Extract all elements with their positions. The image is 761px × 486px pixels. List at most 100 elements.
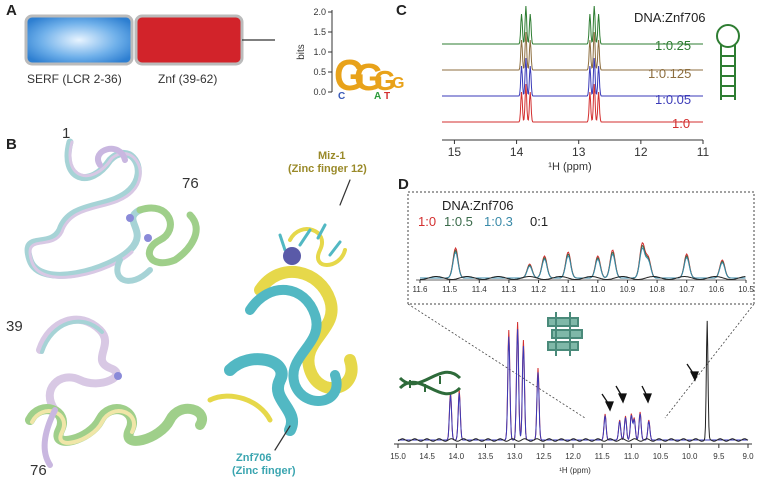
inset-tick-label: 10.6 bbox=[709, 285, 725, 294]
d-inset-ratio: 1:0.5 bbox=[444, 214, 473, 229]
c-series-line bbox=[442, 57, 703, 97]
inset-tick-label: 11.2 bbox=[531, 285, 547, 294]
logo-ytick: 1.0 bbox=[313, 47, 326, 57]
znf706-label: Znf706 bbox=[236, 452, 272, 464]
logo-letter: G bbox=[374, 65, 396, 96]
main-tick-label: 15.0 bbox=[390, 452, 406, 461]
double-helix-dna-icon bbox=[398, 370, 462, 396]
c-series-line bbox=[442, 31, 703, 71]
nmr-chart-c: 15 14 13 12 11 ¹H (ppm) bbox=[442, 5, 740, 173]
main-tick-label: 13.5 bbox=[478, 452, 494, 461]
panel-c-label: C bbox=[396, 2, 407, 19]
main-tick-label: 9.5 bbox=[713, 452, 725, 461]
inset-series-line bbox=[420, 276, 746, 280]
miz1-label: Miz-1 bbox=[318, 150, 346, 162]
d-inset-ratio: 0:1 bbox=[530, 214, 549, 229]
logo-letter: G bbox=[392, 75, 404, 92]
d-xlabel: ¹H (ppm) bbox=[559, 466, 591, 475]
d-inset-ratio: 1:0.3 bbox=[484, 214, 513, 229]
c-tick-label: 11 bbox=[697, 145, 710, 159]
main-tick-label: 11.5 bbox=[595, 452, 611, 461]
main-tick-label: 9.0 bbox=[742, 452, 754, 461]
main-tick-label: 10.5 bbox=[653, 452, 669, 461]
inset-tick-label: 11.1 bbox=[561, 285, 577, 294]
sequence-logo: 2.0 1.5 1.0 0.5 0.0 bits G G G G A T C bbox=[296, 7, 404, 102]
panel-b-label: B bbox=[6, 136, 17, 153]
inset-tick-label: 11.3 bbox=[501, 285, 517, 294]
main-tick-label: 14.5 bbox=[419, 452, 435, 461]
c-series-line bbox=[442, 83, 703, 123]
d-inset-title: DNA:Znf706 bbox=[442, 198, 514, 213]
c-ratio-label: 1:0.125 bbox=[648, 66, 692, 81]
main-ticks: 15.0 14.5 14.0 13.5 13.0 12.5 12.0 11.5 11.0 10.5… bbox=[390, 444, 754, 461]
nmr-chart-d: 11.6 11.5 11.4 11.3 11.2 11.1 11.0 10.9 10.8 10.7… bbox=[390, 191, 755, 475]
inset-tick-label: 11.6 bbox=[413, 285, 429, 294]
c-xlabel: ¹H (ppm) bbox=[548, 161, 591, 173]
main-tick-label: 11.0 bbox=[624, 452, 640, 461]
c-ratio-label: 1:0.05 bbox=[655, 92, 692, 107]
c-ratio-label: 1:0.25 bbox=[655, 38, 692, 53]
inset-spectra bbox=[420, 242, 746, 280]
logo-ytick: 0.5 bbox=[313, 67, 326, 77]
inset-tick-label: 10.8 bbox=[649, 285, 665, 294]
main-tick-label: 14.0 bbox=[449, 452, 465, 461]
main-series-line bbox=[398, 321, 748, 441]
main-spectra bbox=[397, 320, 749, 442]
domain-diagram bbox=[24, 14, 275, 66]
znf706-sub-label: (Zinc finger) bbox=[232, 465, 296, 477]
d-inset-ratio: 1:0 bbox=[418, 214, 437, 229]
c-tick-label: 13 bbox=[572, 145, 586, 159]
serf-domain-box bbox=[24, 14, 134, 66]
main-tick-label: 12.5 bbox=[536, 452, 552, 461]
svg-text:C: C bbox=[338, 91, 345, 102]
main-tick-label: 13.0 bbox=[507, 452, 523, 461]
inset-tick-label: 11.0 bbox=[590, 285, 606, 294]
logo-ytick: 0.0 bbox=[313, 87, 326, 97]
inset-tick-label: 11.5 bbox=[442, 285, 458, 294]
residue-label: 39 bbox=[6, 318, 23, 335]
inset-series-line bbox=[420, 247, 746, 279]
protein-structures bbox=[24, 138, 358, 468]
residue-label: 76 bbox=[30, 462, 47, 479]
inset-box bbox=[407, 191, 755, 305]
c-title: DNA:Znf706 bbox=[634, 10, 706, 25]
structure-top bbox=[24, 138, 200, 284]
inset-series-line bbox=[420, 244, 746, 279]
miz1-sub-label: (Zinc finger 12) bbox=[288, 163, 367, 175]
inset-series-line bbox=[420, 242, 746, 279]
inset-ticks: 11.6 11.5 11.4 11.3 11.2 11.1 11.0 10.9 10.8 10.7… bbox=[413, 280, 754, 294]
g-quadruplex-icon bbox=[547, 312, 583, 356]
svg-text:T: T bbox=[384, 91, 390, 102]
main-tick-label: 10.0 bbox=[682, 452, 698, 461]
main-series-line bbox=[398, 329, 748, 441]
svg-text:A: A bbox=[374, 91, 381, 102]
residue-label: 76 bbox=[182, 175, 199, 192]
znf-domain-label: Znf (39-62) bbox=[158, 72, 218, 86]
peak-arrows bbox=[601, 363, 699, 412]
logo-ytick: 1.5 bbox=[313, 27, 326, 37]
c-series-line bbox=[442, 5, 703, 45]
znf-domain-box bbox=[134, 14, 244, 66]
structure-zinc-finger bbox=[207, 179, 358, 451]
inset-tick-label: 10.9 bbox=[620, 285, 636, 294]
hairpin-dna-icon bbox=[716, 24, 740, 100]
c-ratio-label: 1:0 bbox=[672, 116, 691, 131]
structure-bottom bbox=[25, 315, 207, 468]
panel-d-label: D bbox=[398, 176, 409, 193]
inset-tick-label: 11.4 bbox=[472, 285, 488, 294]
serf-domain-label: SERF (LCR 2-36) bbox=[27, 72, 122, 86]
c-tick-label: 15 bbox=[448, 145, 462, 159]
main-tick-label: 12.0 bbox=[565, 452, 581, 461]
c-tick-label: 12 bbox=[634, 145, 648, 159]
main-series-line bbox=[397, 320, 749, 442]
panel-a-label: A bbox=[6, 2, 17, 19]
residue-label: 1 bbox=[62, 125, 71, 142]
inset-tick-label: 10.5 bbox=[738, 285, 754, 294]
logo-letter: G bbox=[354, 57, 384, 99]
logo-ytick: 2.0 bbox=[313, 7, 326, 17]
c-tick-label: 14 bbox=[510, 145, 524, 159]
logo-letter: G bbox=[334, 50, 365, 99]
logo-ylabel: bits bbox=[296, 44, 307, 60]
c-ticks: 15 14 13 12 11 bbox=[448, 140, 710, 159]
c-spectra bbox=[442, 5, 703, 123]
